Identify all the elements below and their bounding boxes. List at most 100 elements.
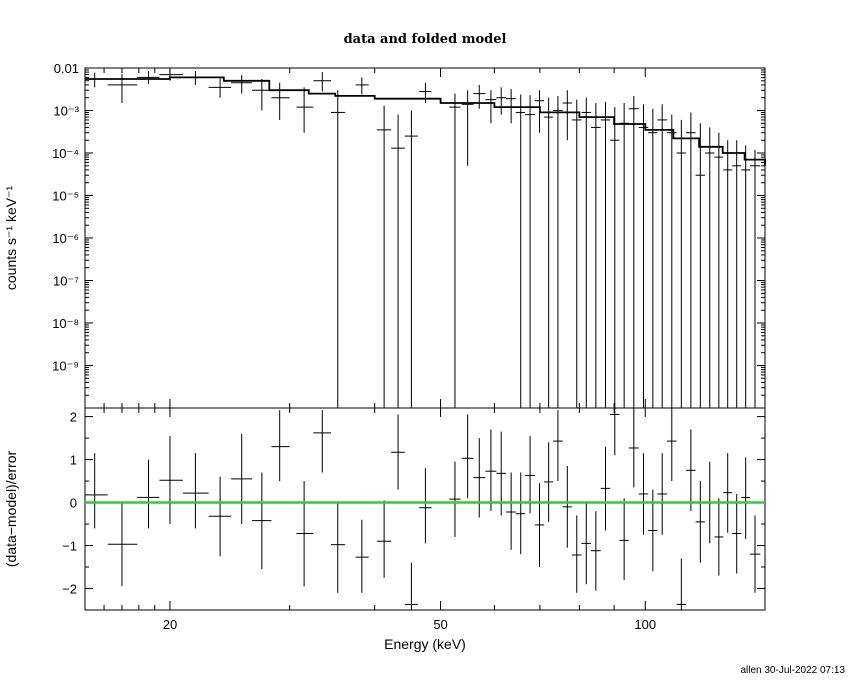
residual-point	[600, 446, 611, 531]
residual-point	[581, 502, 591, 585]
data-point	[208, 78, 232, 98]
residual-point	[750, 515, 761, 593]
x-axis-label: Energy (keV)	[384, 636, 466, 652]
x-tick-label: 100	[634, 617, 656, 632]
residual-point	[714, 498, 724, 576]
timestamp-stamp: allen 30-Jul-2022 07:13	[740, 665, 845, 676]
bottom-y-tick-label: −1	[62, 539, 77, 554]
residual-point	[251, 472, 272, 570]
data-point	[544, 97, 554, 408]
bottom-y-tick-label: 0	[70, 496, 77, 511]
top-y-tick-label: 10⁻⁵	[52, 189, 79, 204]
data-point	[600, 101, 611, 408]
top-x-ticks	[103, 68, 766, 408]
data-point	[628, 95, 639, 408]
residual-point	[296, 481, 314, 587]
residual-point	[208, 476, 232, 557]
data-point	[610, 107, 620, 408]
residual-point	[137, 459, 160, 529]
residual-point	[515, 472, 526, 555]
top-data-points	[85, 68, 761, 408]
residual-point	[562, 466, 572, 548]
top-panel: 10⁻⁹ 10⁻⁸ 10⁻⁷ 10⁻⁶ 10⁻⁵ 10⁻⁴ 10⁻³ 0.01 counts …	[3, 61, 766, 409]
data-point	[619, 103, 629, 408]
bottom-y-label: (data−model)/error	[3, 450, 19, 567]
residual-point	[676, 558, 687, 610]
data-point	[525, 95, 535, 408]
residual-point	[449, 461, 461, 537]
residual-point	[473, 438, 486, 518]
bottom-y-tick-label: −2	[62, 582, 77, 597]
data-point	[296, 87, 314, 133]
top-y-tick-label: 10⁻⁴	[52, 146, 79, 161]
data-point	[231, 75, 252, 94]
residual-point	[638, 453, 649, 535]
data-point	[676, 119, 687, 408]
data-point	[376, 105, 392, 408]
data-point	[648, 108, 658, 408]
residual-point	[182, 453, 209, 529]
residual-point	[505, 472, 516, 550]
data-point	[271, 82, 290, 120]
residual-points	[85, 408, 761, 610]
top-y-tick-label: 10⁻⁹	[52, 359, 79, 374]
residual-point	[544, 442, 554, 522]
data-point	[723, 140, 733, 408]
data-point	[473, 84, 486, 109]
data-point	[355, 77, 369, 95]
x-tick-label: 50	[433, 617, 447, 632]
folded-model-line	[85, 76, 766, 166]
x-tick-label: 20	[163, 617, 177, 632]
chart-title: data and folded model	[344, 32, 507, 47]
top-y-tick-label: 10⁻³	[53, 104, 79, 119]
residual-point	[553, 410, 563, 482]
data-point	[666, 114, 677, 408]
residual-point	[85, 453, 108, 529]
data-point	[515, 94, 526, 408]
data-point	[714, 132, 724, 408]
residual-point	[330, 502, 346, 593]
data-point	[571, 99, 582, 408]
residual-point	[628, 408, 639, 488]
data-point	[562, 90, 572, 141]
residual-point	[461, 414, 474, 499]
data-point	[391, 114, 405, 408]
residual-point	[404, 562, 418, 610]
bottom-panel-frame	[84, 407, 766, 611]
residual-point	[271, 410, 290, 482]
residual-point	[391, 414, 405, 490]
residual-point	[525, 435, 535, 514]
data-point	[449, 93, 461, 408]
residual-point	[159, 435, 183, 525]
residual-point	[732, 493, 742, 574]
top-y-tick-label: 10⁻⁶	[52, 231, 79, 246]
top-y-tick-label: 0.01	[54, 61, 79, 76]
data-point	[485, 90, 497, 124]
residual-point	[231, 433, 252, 525]
data-point	[695, 123, 705, 408]
data-point	[657, 104, 667, 408]
residual-point	[355, 519, 369, 593]
data-point	[732, 140, 742, 408]
data-point	[419, 82, 432, 104]
residual-point	[610, 408, 620, 456]
data-point	[496, 87, 506, 115]
data-point	[590, 103, 601, 408]
data-point	[750, 149, 761, 408]
top-y-ticks: 10⁻⁹ 10⁻⁸ 10⁻⁷ 10⁻⁶ 10⁻⁵ 10⁻⁴ 10⁻³ 0.01	[52, 61, 765, 409]
data-point	[686, 112, 696, 408]
data-point	[638, 104, 649, 408]
data-point	[581, 97, 591, 408]
bottom-y-tick-label: 2	[70, 410, 77, 425]
data-point	[505, 89, 516, 124]
top-y-tick-label: 10⁻⁷	[53, 274, 79, 289]
top-y-tick-label: 10⁻⁸	[52, 316, 79, 331]
residual-point	[376, 500, 392, 578]
residual-point	[485, 429, 497, 512]
data-point	[553, 95, 563, 408]
residual-point	[741, 457, 751, 540]
residual-point	[419, 468, 432, 544]
residual-point	[107, 502, 138, 587]
data-point	[330, 90, 346, 408]
